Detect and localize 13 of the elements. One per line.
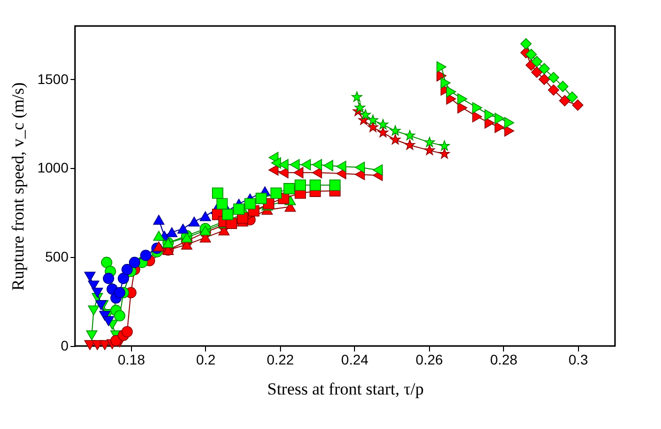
x-axis-title: Stress at front start, τ/p [267, 380, 424, 398]
y-tick-label: 0 [60, 338, 69, 354]
x-tick-label: 0.18 [118, 352, 146, 368]
x-tick-label: 0.22 [266, 352, 294, 368]
x-tick-label: 0.26 [416, 352, 444, 368]
y-axis-title: Rupture front speed, v_c (m/s) [8, 82, 28, 291]
x-tick-label: 0.3 [568, 352, 588, 368]
y-tick-label: 500 [45, 248, 69, 265]
y-tick-label: 1000 [37, 160, 69, 176]
x-tick-label: 0.24 [341, 352, 369, 368]
y-tick-label: 1500 [37, 70, 69, 87]
x-tick-label: 0.28 [490, 352, 518, 368]
x-tick-label: 0.2 [196, 352, 216, 368]
